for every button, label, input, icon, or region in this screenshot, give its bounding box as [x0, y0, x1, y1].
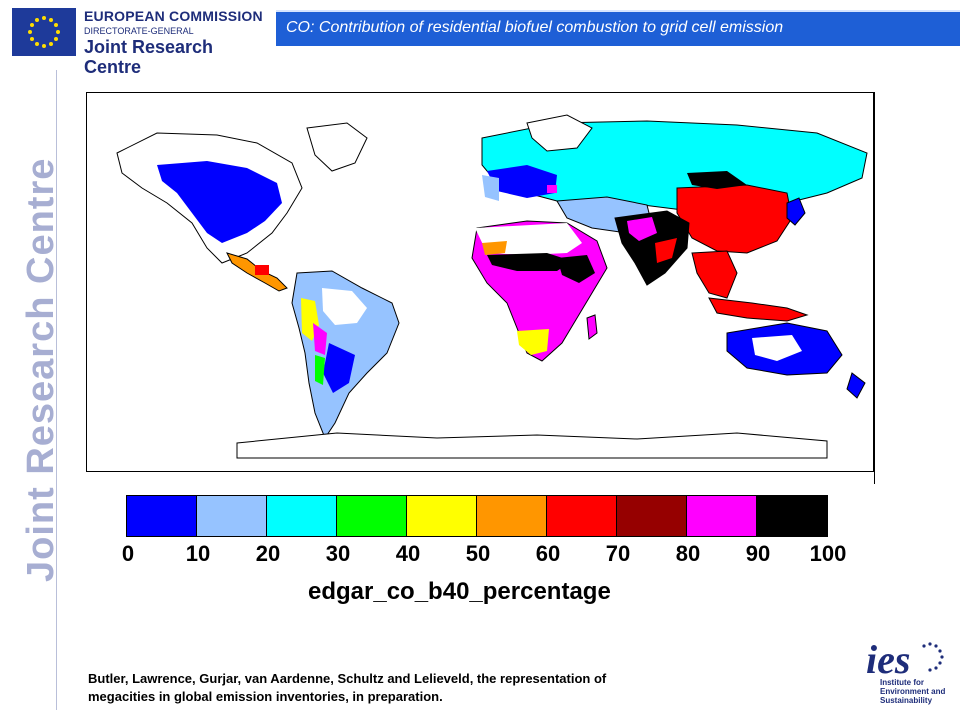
ies-text: Institute for Environment and Sustainabi… [880, 678, 945, 705]
ies-text-line-2: Environment and [880, 687, 946, 696]
europe-lightblue [482, 175, 499, 201]
ies-logo: ies Institute for Environment and Sustai… [862, 640, 952, 712]
color-segment-50-60 [477, 496, 547, 536]
sahel-black [487, 253, 572, 271]
south-america-white [322, 288, 367, 325]
sahara-orange [482, 241, 507, 255]
tick-label: 100 [809, 541, 847, 566]
greenland [306, 122, 368, 172]
color-segment-0-10 [127, 496, 197, 536]
north-america-blue [157, 161, 282, 243]
side-divider [56, 70, 57, 710]
citation-line-1: Butler, Lawrence, Gurjar, van Aardenne, … [88, 671, 607, 686]
tick-label: 10 [185, 541, 211, 566]
ies-dots-icon [922, 642, 944, 672]
new-zealand [846, 372, 866, 399]
central-america-red [255, 265, 269, 275]
madagascar [586, 314, 598, 340]
scandinavia-white [526, 114, 593, 152]
tick-label: 20 [255, 541, 281, 566]
color-segment-30-40 [337, 496, 407, 536]
side-label: Joint Research Centre [20, 157, 62, 582]
china-red [676, 184, 793, 254]
indonesia-red [708, 297, 809, 322]
color-segment-10-20 [197, 496, 267, 536]
south-america-green [315, 355, 325, 385]
color-segment-20-30 [267, 496, 337, 536]
org-line-1: EUROPEAN COMMISSION [84, 8, 263, 24]
se-asia-red [691, 250, 738, 299]
org-line-3: Joint Research Centre [84, 37, 214, 77]
map-frame-edge [874, 92, 875, 484]
tick-label: 70 [605, 541, 631, 566]
india-magenta [627, 217, 657, 241]
east-africa-black [557, 255, 595, 283]
ies-text-line-3: Sustainability [880, 696, 933, 705]
antarctica-outline [236, 432, 828, 459]
variable-name: edgar_co_b40_percentage [308, 578, 611, 605]
ies-text-line-1: Institute for [880, 678, 924, 687]
south-africa-yellow [517, 329, 549, 355]
color-segment-40-50 [407, 496, 477, 536]
europe-magenta-spot [547, 185, 557, 193]
world-emission-map [86, 92, 874, 472]
japan-blue [786, 197, 806, 226]
citation: Butler, Lawrence, Gurjar, van Aardenne, … [88, 670, 768, 706]
mongolia-black [687, 171, 747, 189]
color-segment-90-100 [757, 496, 827, 536]
europe-blue [487, 165, 557, 198]
color-scale-bar [126, 495, 828, 537]
tick-label: 80 [675, 541, 701, 566]
india-red [655, 238, 677, 263]
citation-line-2: megacities in global emission inventorie… [88, 689, 443, 704]
world-map-svg [116, 114, 868, 459]
title-bar: CO: Contribution of residential biofuel … [276, 10, 960, 46]
tick-label: 30 [325, 541, 351, 566]
color-segment-70-80 [617, 496, 687, 536]
eu-flag-logo [12, 8, 76, 56]
organization-name: EUROPEAN COMMISSION DIRECTORATE-GENERAL … [84, 8, 274, 77]
color-segment-60-70 [547, 496, 617, 536]
tick-label: 50 [465, 541, 491, 566]
south-america-magenta [313, 323, 327, 355]
south-america-south-blue [323, 343, 355, 393]
tick-label: 0 [121, 541, 135, 566]
ies-mark: ies [866, 637, 911, 682]
tick-label: 60 [535, 541, 561, 566]
tick-label: 40 [395, 541, 421, 566]
tick-label: 90 [745, 541, 771, 566]
org-line-2: DIRECTORATE-GENERAL [84, 26, 194, 36]
color-segment-80-90 [687, 496, 757, 536]
australia-white [752, 335, 802, 361]
slide-title: CO: Contribution of residential biofuel … [286, 19, 784, 36]
